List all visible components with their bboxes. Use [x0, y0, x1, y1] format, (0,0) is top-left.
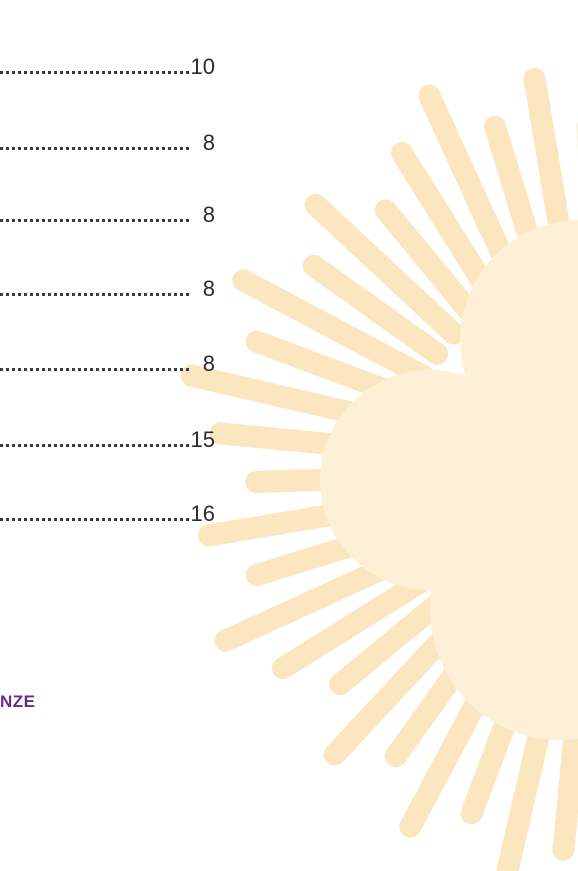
page-number: 10 [191, 54, 215, 80]
dot-leader [0, 71, 189, 74]
page: {"toc": {"entries": [{"page": 10}, {"pag… [0, 0, 578, 871]
toc-entry[interactable]: 16 [0, 497, 215, 527]
toc-entry[interactable]: 8 [0, 347, 215, 377]
page-number: 15 [191, 427, 215, 453]
dot-leader [0, 293, 189, 296]
dot-leader [0, 147, 189, 150]
footer-text: NZE [0, 692, 36, 712]
dot-leader [0, 368, 189, 371]
page-number: 8 [191, 276, 215, 302]
dot-leader [0, 444, 189, 447]
toc-entry[interactable]: 8 [0, 198, 215, 228]
page-number: 16 [191, 501, 215, 527]
page-number: 8 [191, 130, 215, 156]
page-number: 8 [191, 202, 215, 228]
page-number: 8 [191, 351, 215, 377]
toc-entry[interactable]: 15 [0, 423, 215, 453]
dot-leader [0, 518, 189, 521]
toc-entry[interactable]: 8 [0, 126, 215, 156]
toc-entry[interactable]: 10 [0, 50, 215, 80]
toc-entry[interactable]: 8 [0, 272, 215, 302]
dot-leader [0, 219, 189, 222]
